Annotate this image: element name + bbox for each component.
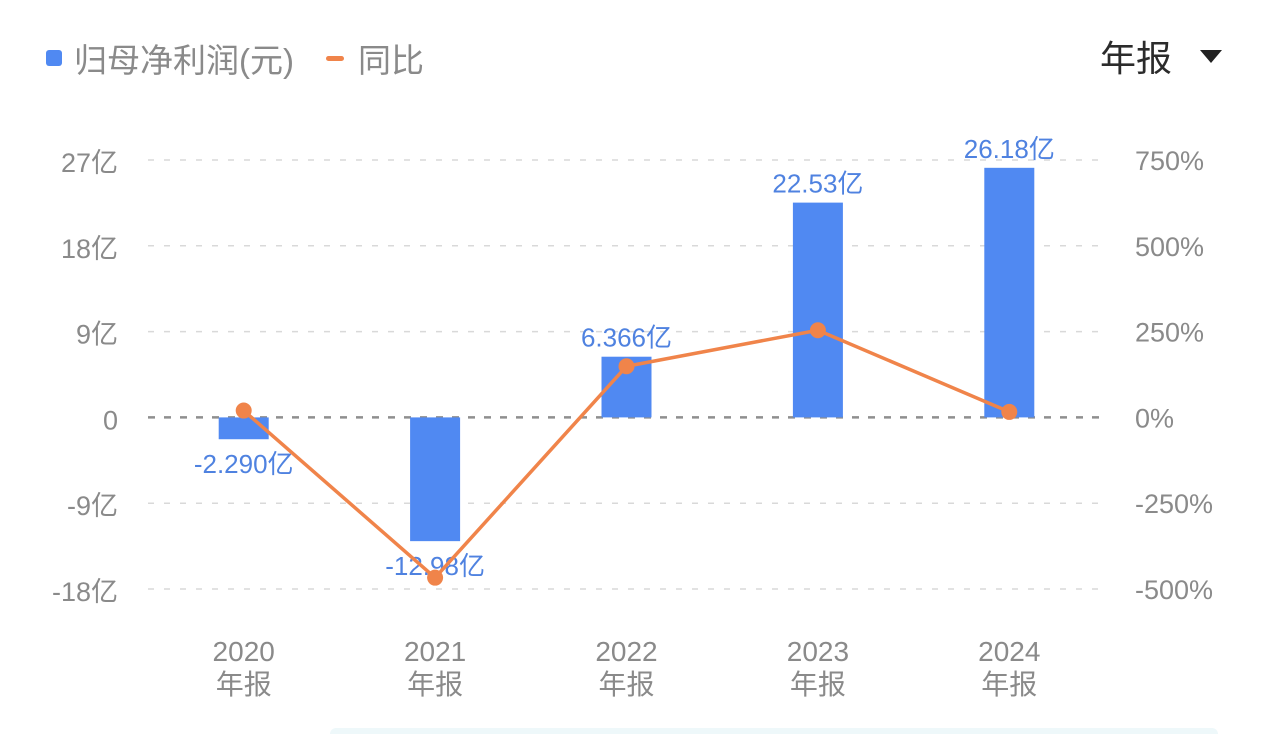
bar-2021[interactable] bbox=[410, 417, 461, 542]
x-axis-period-label: 年报 bbox=[790, 669, 846, 700]
period-dropdown-label: 年报 bbox=[1099, 38, 1172, 79]
bar-2023[interactable] bbox=[792, 202, 843, 418]
left-axis-tick-label: 27亿 bbox=[61, 148, 118, 178]
bar-value-label: -2.290亿 bbox=[194, 449, 294, 479]
bar-value-label: 26.18亿 bbox=[964, 134, 1055, 164]
x-axis-period-label: 年报 bbox=[598, 669, 654, 700]
bar-value-label: 22.53亿 bbox=[772, 169, 863, 199]
x-axis-year-label: 2024 bbox=[978, 636, 1040, 667]
x-axis-period-label: 年报 bbox=[981, 669, 1037, 700]
right-axis-tick-label: -250% bbox=[1135, 489, 1213, 519]
yoy-point-2020[interactable] bbox=[235, 402, 252, 419]
bar-2024[interactable] bbox=[984, 167, 1035, 418]
left-axis-tick-label: 18亿 bbox=[61, 234, 118, 264]
right-axis-tick-label: 500% bbox=[1135, 232, 1204, 262]
left-axis-tick-label: -9亿 bbox=[67, 491, 118, 521]
period-dropdown[interactable]: 年报 bbox=[1100, 30, 1222, 82]
yoy-point-2021[interactable] bbox=[427, 569, 444, 586]
x-axis-year-label: 2023 bbox=[787, 636, 849, 667]
right-y-axis: 750% 500% 250% 0% -250% -500% bbox=[1135, 146, 1213, 605]
chart-legend: 归母净利润(元) 同比 bbox=[46, 34, 424, 82]
legend-bar-label[interactable]: 归母净利润(元) bbox=[74, 42, 294, 79]
legend-line-swatch-icon bbox=[325, 55, 344, 61]
bottom-panel-edge bbox=[330, 728, 1218, 734]
left-axis-tick-label: -18亿 bbox=[52, 577, 118, 607]
x-axis-year-label: 2020 bbox=[213, 636, 275, 667]
line-series bbox=[235, 322, 1018, 586]
right-axis-tick-label: 0% bbox=[1135, 403, 1174, 433]
left-y-axis: 27亿 18亿 9亿 0 -9亿 -18亿 bbox=[52, 148, 118, 607]
x-axis-period-label: 年报 bbox=[407, 669, 463, 700]
x-axis-period-label: 年报 bbox=[216, 669, 272, 700]
yoy-point-2023[interactable] bbox=[809, 322, 826, 339]
right-axis-tick-label: -500% bbox=[1135, 575, 1213, 605]
legend-line-label[interactable]: 同比 bbox=[357, 42, 424, 79]
left-axis-tick-label: 9亿 bbox=[76, 320, 118, 350]
bar-series bbox=[218, 167, 1035, 542]
bar-value-label: 6.366亿 bbox=[581, 323, 672, 353]
legend-bar-swatch-icon bbox=[46, 50, 62, 66]
right-axis-tick-label: 750% bbox=[1135, 146, 1204, 176]
left-axis-tick-label: 0 bbox=[103, 405, 118, 435]
right-axis-tick-label: 250% bbox=[1135, 318, 1204, 348]
yoy-point-2022[interactable] bbox=[618, 358, 635, 375]
x-axis-year-label: 2022 bbox=[595, 636, 657, 667]
x-axis-year-label: 2021 bbox=[404, 636, 466, 667]
caret-down-icon bbox=[1200, 49, 1222, 63]
bar-2020[interactable] bbox=[218, 417, 269, 440]
yoy-point-2024[interactable] bbox=[1001, 403, 1018, 420]
